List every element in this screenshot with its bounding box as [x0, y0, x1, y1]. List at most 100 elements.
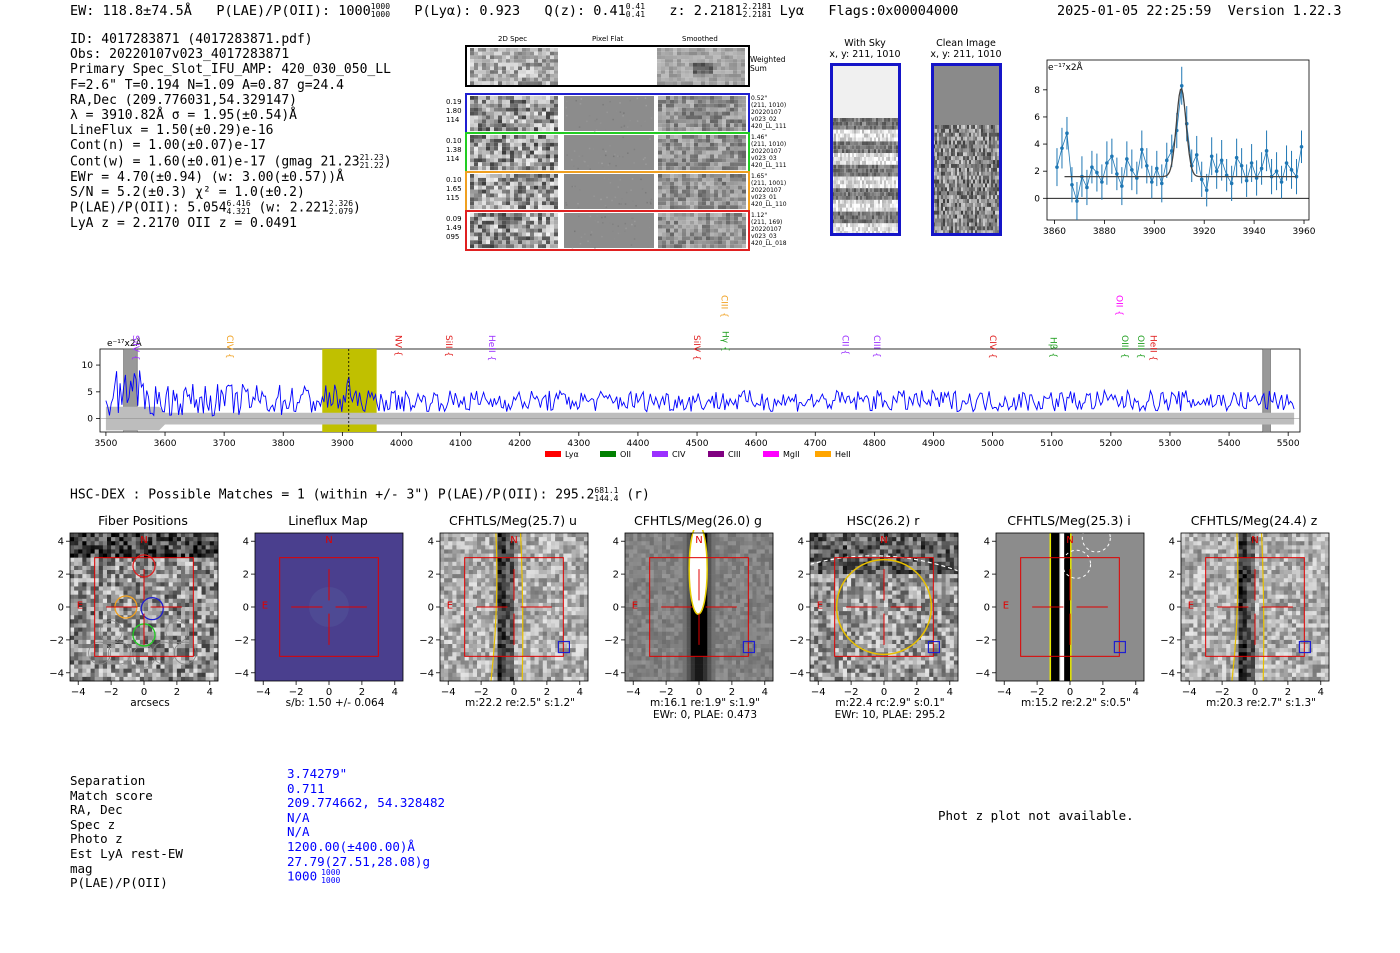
- north-label: N: [510, 535, 517, 546]
- psf-box: [557, 640, 570, 654]
- fiber-row-2: [465, 132, 750, 173]
- fiber-circle: [140, 596, 164, 621]
- zoom-ytick-label: 2: [1034, 167, 1040, 177]
- match-label-5: Est LyA rest-EW: [70, 845, 183, 861]
- cutout-xtick-label: −4: [256, 687, 271, 698]
- cutout-panel-4: N E −4 −4 −2 −2 0 0 2 2 4 4: [789, 532, 959, 698]
- header-version: Version 1.22.3: [1227, 3, 1342, 19]
- search-box: [94, 557, 194, 657]
- header-datetime: 2025-01-05 22:25:59 Version 1.22.3: [1057, 3, 1342, 19]
- cutout-panel-1: N E −4 −4 −2 −2 0 0 2 2 4 4: [234, 532, 404, 698]
- cutout-ytick-label: −4: [604, 668, 619, 679]
- zoom-gaussian-fit: [1064, 87, 1297, 178]
- fiber-row-2-meta: 1.46" (211, 1010) 20220107 v023_03 420_LL_11…: [751, 134, 787, 169]
- zoom-xtick-label: 3860: [1043, 227, 1066, 237]
- cutout-ytick-label: 4: [428, 537, 434, 548]
- cutout-ytick-label: −2: [49, 635, 64, 646]
- zoom-point: [1055, 165, 1059, 169]
- cutout-ytick-label: −2: [975, 635, 990, 646]
- full-xtick-label: 5000: [981, 439, 1004, 449]
- cutout-ytick-label: 2: [58, 570, 64, 581]
- legend-label: MgII: [783, 450, 800, 459]
- cutout-panel-2: N E −4 −4 −2 −2 0 0 2 2 4 4: [419, 532, 589, 698]
- cutout-xtick-label: −2: [1215, 687, 1230, 698]
- header-qz: Q(z): 0.41: [544, 3, 626, 19]
- match-labels: Separation Match score RA, Dec Spec z Photo …: [70, 773, 183, 891]
- east-label: E: [447, 601, 453, 612]
- line-marker-cii: CII {: [839, 335, 849, 355]
- info-lineflux: LineFlux = 1.50(±0.29)e-16: [70, 123, 274, 139]
- full-spectrum-line: [105, 370, 1295, 417]
- info-lyaz: LyA z = 2.2170 OII z = 0.0491: [70, 216, 297, 232]
- full-ytick-label: 5: [87, 388, 93, 398]
- fiber-circle: [152, 641, 176, 665]
- info-plae: P(LAE)/P(OII): 5.0546.416 4.321 (w: 2.221…: [70, 199, 361, 217]
- zoom-xtick-label: 3900: [1143, 227, 1166, 237]
- full-xtick-label: 4300: [567, 439, 590, 449]
- cutout-ytick-label: −2: [419, 635, 434, 646]
- info-lambda: λ = 3910.82Å σ = 1.95(±0.54)Å: [70, 108, 297, 124]
- psf-box: [1298, 640, 1311, 654]
- cutout-xtick-label: −4: [626, 687, 641, 698]
- cutout-xtick-label: 4: [577, 687, 583, 698]
- full-xtick-label: 5300: [1158, 439, 1181, 449]
- cutout-xtick-label: 0: [141, 687, 147, 698]
- match-value-2: 209.774662, 54.328482: [287, 795, 446, 811]
- cutout-title-2: CFHTLS/Meg(25.7) u: [449, 513, 577, 528]
- zoom-ytick-label: 6: [1034, 113, 1040, 123]
- cutout-ytick-label: 0: [798, 603, 804, 614]
- aperture-circle: [835, 558, 933, 656]
- east-label: E: [77, 601, 83, 612]
- fiber-circle: [173, 641, 197, 665]
- cutout-xtick-label: 4: [1318, 687, 1324, 698]
- north-label: N: [695, 535, 702, 546]
- line-marker-heii: HeII {: [1147, 335, 1157, 361]
- full-xtick-label: 4700: [804, 439, 827, 449]
- cutout-stats-0: arcsecs: [130, 697, 170, 709]
- cutout-xtick-label: 2: [359, 687, 365, 698]
- cutout-title-0: Fiber Positions: [98, 513, 188, 528]
- match-value-3: N/A: [287, 809, 310, 825]
- legend-label: CIII: [728, 450, 741, 459]
- full-xtick-label: 4400: [626, 439, 649, 449]
- neighbor-circle: [1081, 530, 1111, 553]
- fiber-row-4: [465, 210, 750, 251]
- fiber-image-grid: [465, 45, 750, 251]
- cutout-xtick-label: 0: [881, 687, 887, 698]
- fiber-row-4-stats: 0.09 1.49 095: [446, 215, 462, 241]
- cutout-stats-5: m:15.2 re:2.2" s:0.5": [1021, 697, 1131, 709]
- cutout-panel-0: N E −4 −4 −2 −2 0 0 2 2 4 4: [49, 532, 219, 698]
- match-label-3: Spec z: [70, 816, 116, 832]
- match-label-1: Match score: [70, 787, 153, 803]
- full-ytick-label: 10: [82, 361, 94, 371]
- match-label-7: P(LAE)/P(OII): [70, 875, 168, 891]
- north-label: N: [1251, 535, 1258, 546]
- cutout-ytick-label: −4: [975, 668, 990, 679]
- cutout-xtick-label: 4: [392, 687, 398, 698]
- full-spectrum-chart: e⁻¹⁷x2Å 3500 3600 3700 3800 3900 4000 4100 4200 4…: [82, 295, 1301, 459]
- cutout-xtick-label: 2: [729, 687, 735, 698]
- east-label: E: [1003, 601, 1009, 612]
- line-marker-ciii: CIII {: [871, 335, 881, 358]
- full-xtick-label: 5200: [1099, 439, 1122, 449]
- line-marker-heii: HeII {: [486, 335, 496, 361]
- psf-box: [927, 640, 940, 654]
- match-label-6: mag: [70, 860, 93, 876]
- cutout-ytick-label: 4: [613, 537, 619, 548]
- search-box: [834, 557, 934, 657]
- cutout-ytick-label: 0: [984, 603, 990, 614]
- cutout-ytick-label: 4: [798, 537, 804, 548]
- cutout-ytick-label: 0: [58, 603, 64, 614]
- match-value-5: 1200.00(±400.00)Å: [287, 838, 415, 854]
- fiber-circle: [99, 620, 123, 644]
- line-marker-hγ: Hγ {: [719, 331, 729, 352]
- match-label-0: Separation: [70, 773, 146, 788]
- full-xtick-label: 3700: [213, 439, 236, 449]
- cutout-ytick-label: 2: [984, 570, 990, 581]
- cutout-ytick-label: 4: [58, 537, 64, 548]
- fiber-row-1-meta: 0.52" (211, 1010) 20220107 v023_02 420_LL_11…: [751, 95, 787, 130]
- fiber-row-4-meta: 1.12" (211, 169) 20220107 v023_03 420_LL_018: [751, 212, 787, 247]
- cutout-image: [996, 533, 1144, 681]
- cutout-ytick-label: −2: [604, 635, 619, 646]
- zoom-ytick-label: 4: [1034, 140, 1040, 150]
